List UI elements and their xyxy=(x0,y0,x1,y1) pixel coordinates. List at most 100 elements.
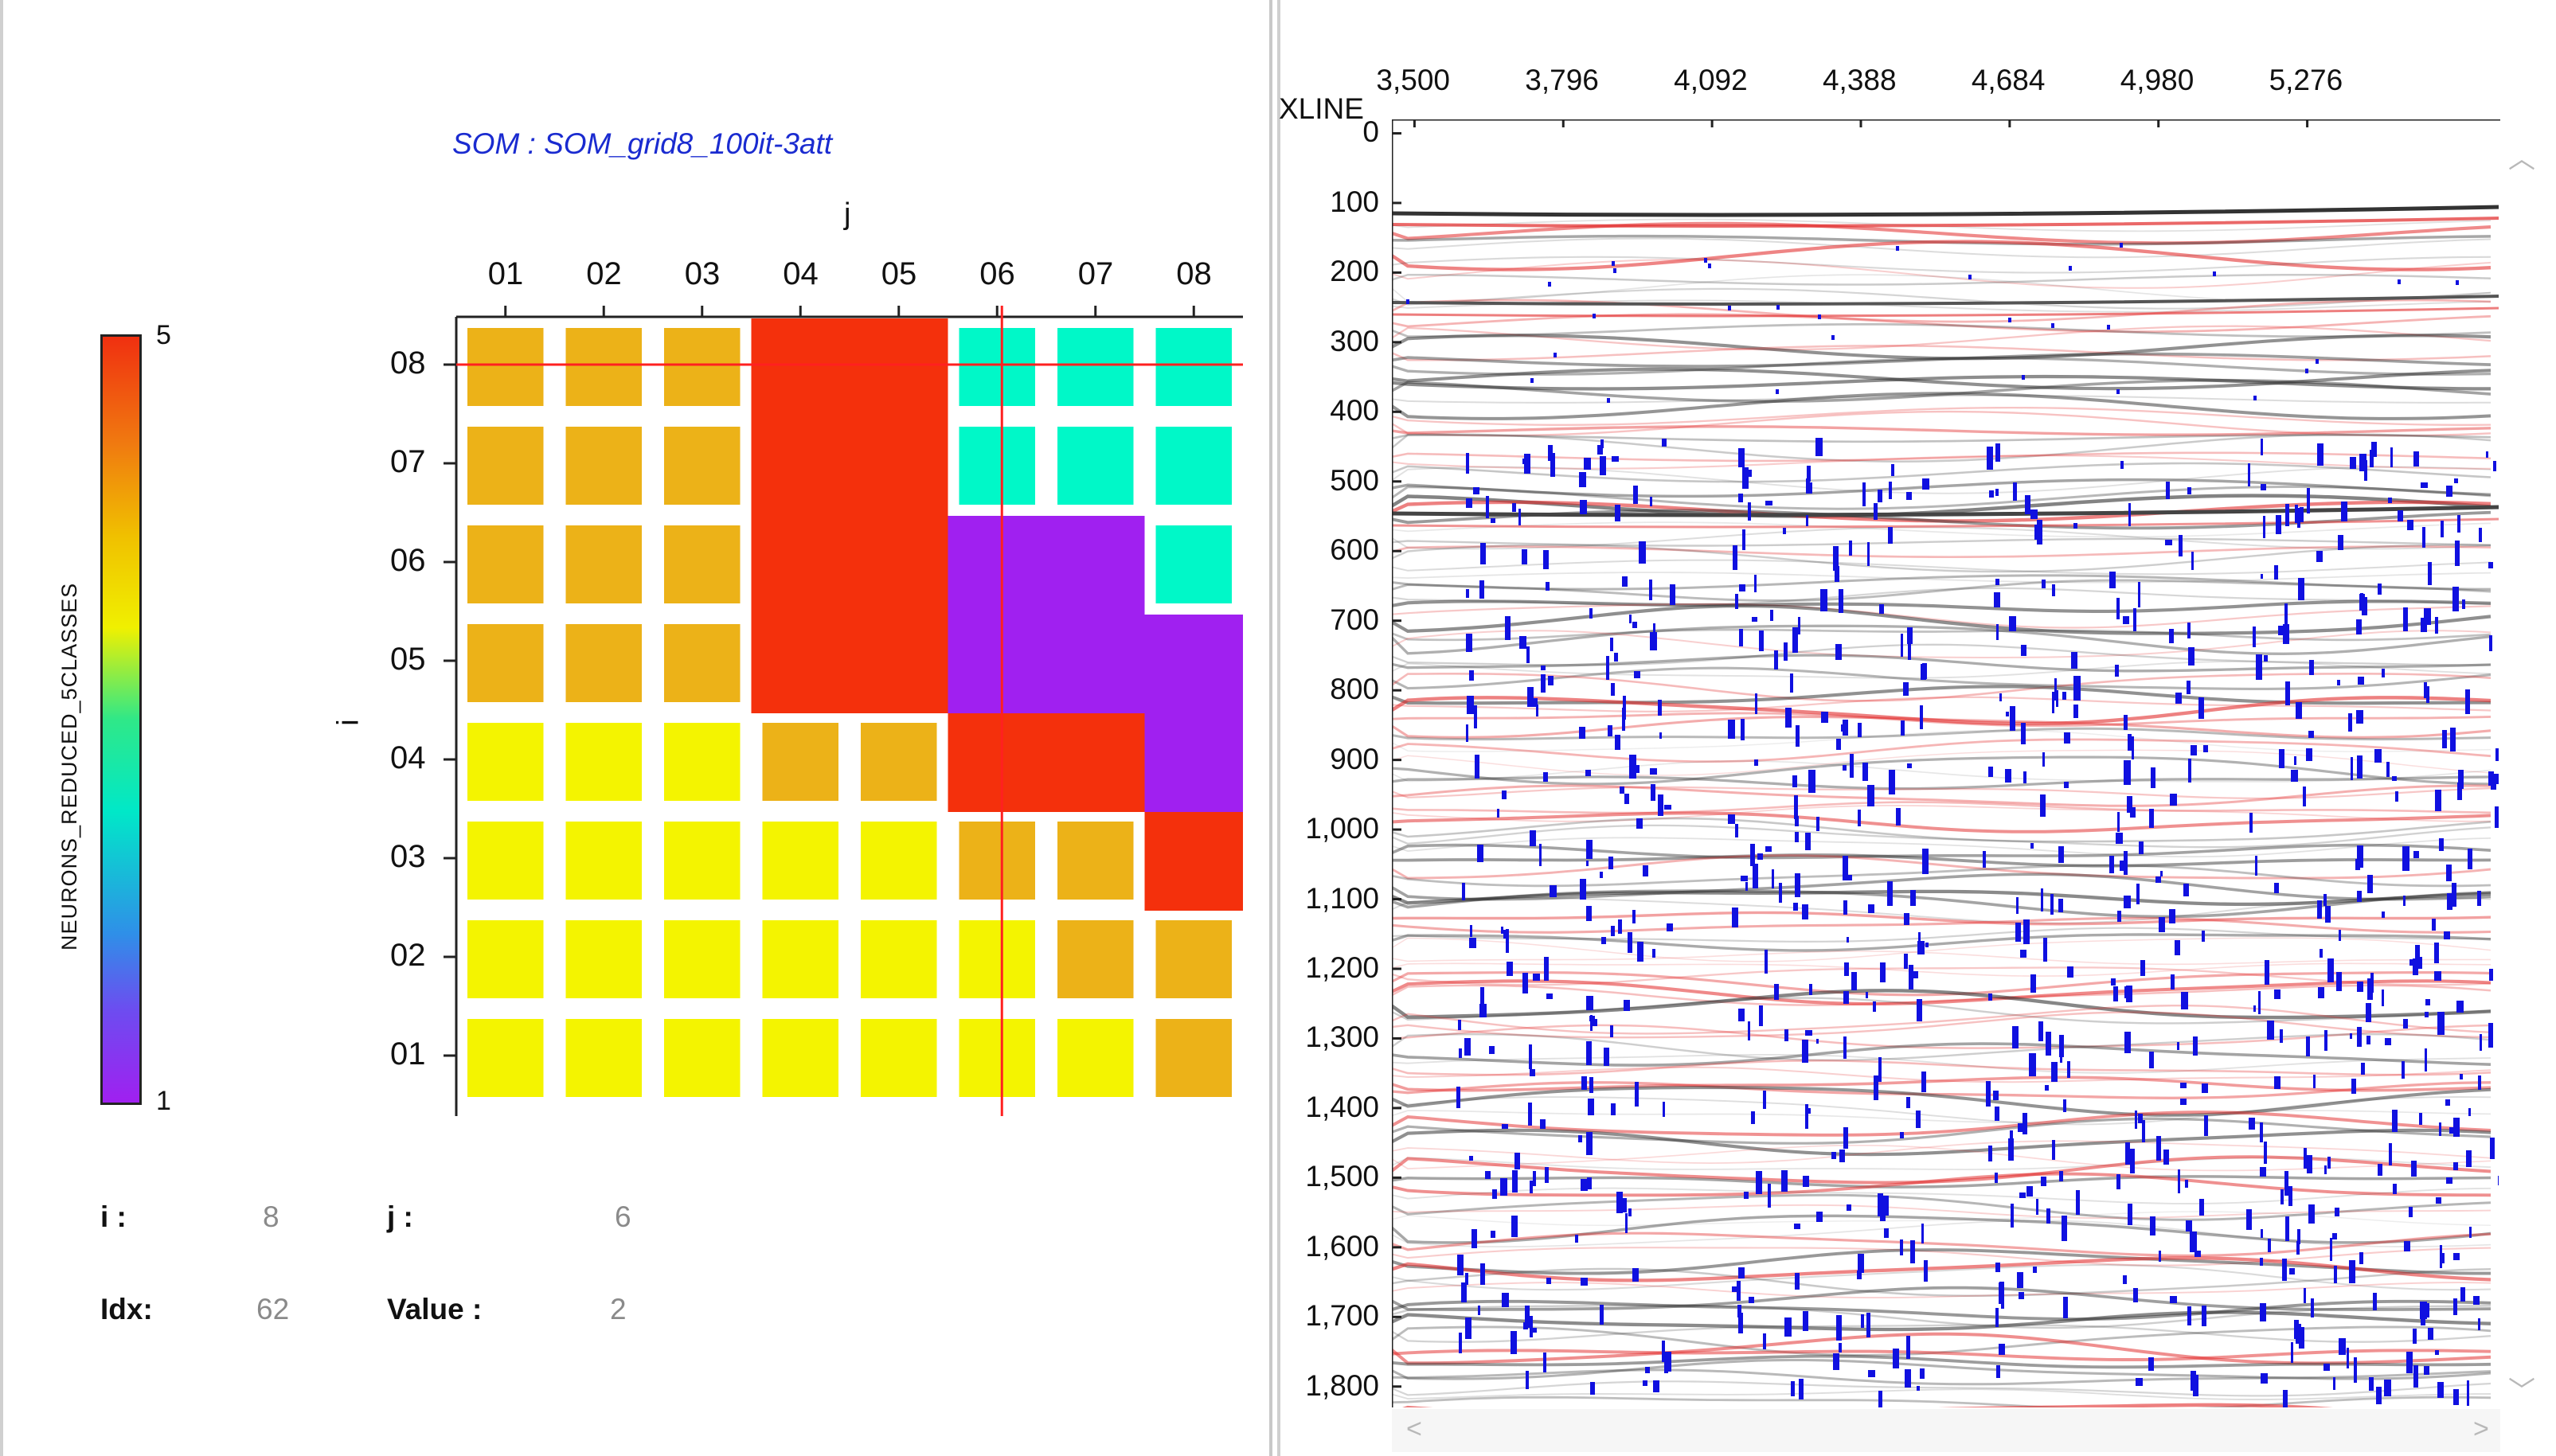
colorbar[interactable] xyxy=(100,334,142,1105)
blue-class-blob xyxy=(1781,1170,1788,1192)
blue-class-blob xyxy=(2413,1329,2417,1344)
som-cell[interactable] xyxy=(664,920,741,998)
som-cell[interactable] xyxy=(959,920,1036,998)
som-cell[interactable] xyxy=(467,427,544,505)
som-cell[interactable] xyxy=(664,1019,741,1097)
som-cell[interactable] xyxy=(751,417,850,516)
som-cell[interactable] xyxy=(664,525,741,603)
som-cell[interactable] xyxy=(1144,812,1244,911)
som-grid[interactable] xyxy=(0,0,1272,1456)
som-cell[interactable] xyxy=(762,1019,839,1097)
blue-class-blob xyxy=(1519,636,1526,649)
som-cell[interactable] xyxy=(762,723,839,801)
seismic-horizon xyxy=(1392,628,2492,642)
blue-class-blob xyxy=(1792,775,1797,787)
som-cell[interactable] xyxy=(664,723,741,801)
som-cell[interactable] xyxy=(1155,427,1233,505)
som-cell[interactable] xyxy=(948,615,1047,713)
som-cell[interactable] xyxy=(751,318,850,417)
som-cell[interactable] xyxy=(959,1019,1036,1097)
blue-class-blob xyxy=(1502,790,1507,799)
som-cell[interactable] xyxy=(861,1019,937,1097)
seismic-horizon xyxy=(1392,1140,2492,1165)
som-cell[interactable] xyxy=(948,516,1047,615)
som-cell[interactable] xyxy=(1155,525,1233,603)
scroll-up-arrow-icon[interactable]: ︿ xyxy=(2508,144,2535,174)
som-cell[interactable] xyxy=(1057,427,1134,505)
blue-class-blob xyxy=(1994,592,2000,607)
som-cell[interactable] xyxy=(1144,615,1244,713)
som-cell[interactable] xyxy=(467,822,544,900)
som-cell[interactable] xyxy=(467,525,544,603)
blue-class-blob xyxy=(1795,832,1799,842)
blue-class-blob xyxy=(1774,650,1778,669)
som-cell[interactable] xyxy=(565,1019,643,1097)
som-cell[interactable] xyxy=(467,723,544,801)
blue-class-blob xyxy=(2388,498,2392,503)
som-cell[interactable] xyxy=(1155,1019,1233,1097)
blue-class-blob xyxy=(2064,732,2070,744)
som-cell[interactable] xyxy=(565,624,643,702)
horizontal-scrollbar[interactable] xyxy=(1392,1409,2500,1452)
som-cell[interactable] xyxy=(664,822,741,900)
blue-class-blob xyxy=(2465,689,2470,714)
som-cell[interactable] xyxy=(467,1019,544,1097)
seismic-horizon xyxy=(1392,1349,2492,1361)
blue-class-blob xyxy=(1922,663,1927,679)
blue-class-blob xyxy=(2052,692,2054,713)
som-cell[interactable] xyxy=(1144,713,1244,812)
som-cell[interactable] xyxy=(664,328,741,406)
som-cell[interactable] xyxy=(959,427,1036,505)
som-cell[interactable] xyxy=(1046,516,1145,615)
som-cell[interactable] xyxy=(762,822,839,900)
scroll-right-arrow-icon[interactable]: > xyxy=(2473,1414,2489,1444)
som-cell[interactable] xyxy=(1046,615,1145,713)
som-cell[interactable] xyxy=(467,920,544,998)
som-cell[interactable] xyxy=(850,417,948,516)
blue-class-blob xyxy=(2018,1123,2025,1132)
som-cell[interactable] xyxy=(762,920,839,998)
scroll-down-arrow-icon[interactable]: ﹀ xyxy=(2508,1376,2535,1407)
som-cell[interactable] xyxy=(850,318,948,417)
som-cell[interactable] xyxy=(565,427,643,505)
seismic-section[interactable] xyxy=(1392,119,2500,1407)
som-cell[interactable] xyxy=(850,615,948,713)
som-cell[interactable] xyxy=(1057,920,1134,998)
som-cell[interactable] xyxy=(1046,713,1145,812)
scroll-left-arrow-icon[interactable]: < xyxy=(1406,1414,1422,1444)
blue-class-blob xyxy=(2317,443,2323,466)
blue-class-blob xyxy=(2056,690,2058,707)
som-cell[interactable] xyxy=(565,822,643,900)
som-cell[interactable] xyxy=(565,723,643,801)
som-cell[interactable] xyxy=(959,328,1036,406)
blue-class-blob xyxy=(2327,958,2334,982)
som-cell[interactable] xyxy=(1057,822,1134,900)
som-cell[interactable] xyxy=(751,615,850,713)
som-cell[interactable] xyxy=(565,328,643,406)
som-cell[interactable] xyxy=(1155,328,1233,406)
som-cell[interactable] xyxy=(664,427,741,505)
som-cell[interactable] xyxy=(861,920,937,998)
som-cell[interactable] xyxy=(467,328,544,406)
som-cell[interactable] xyxy=(948,713,1047,812)
som-cell[interactable] xyxy=(467,624,544,702)
som-cell[interactable] xyxy=(850,516,948,615)
blue-class-blob xyxy=(2284,603,2288,627)
som-cell[interactable] xyxy=(1155,920,1233,998)
som-cell[interactable] xyxy=(861,822,937,900)
som-cell[interactable] xyxy=(1057,1019,1134,1097)
blue-class-blob xyxy=(1995,489,1999,496)
som-cell[interactable] xyxy=(565,525,643,603)
som-cell[interactable] xyxy=(751,516,850,615)
som-cell[interactable] xyxy=(959,822,1036,900)
som-cell[interactable] xyxy=(861,723,937,801)
blue-class-blob xyxy=(1527,687,1534,707)
vertical-scrollbar[interactable] xyxy=(2499,127,2542,1401)
som-cell[interactable] xyxy=(565,920,643,998)
blue-class-blob xyxy=(2067,966,2073,978)
som-cell[interactable] xyxy=(664,624,741,702)
blue-class-blob xyxy=(1541,666,1546,670)
som-cell[interactable] xyxy=(1057,328,1134,406)
seismic-horizon xyxy=(1392,933,2492,952)
blue-class-blob xyxy=(1466,724,1468,742)
